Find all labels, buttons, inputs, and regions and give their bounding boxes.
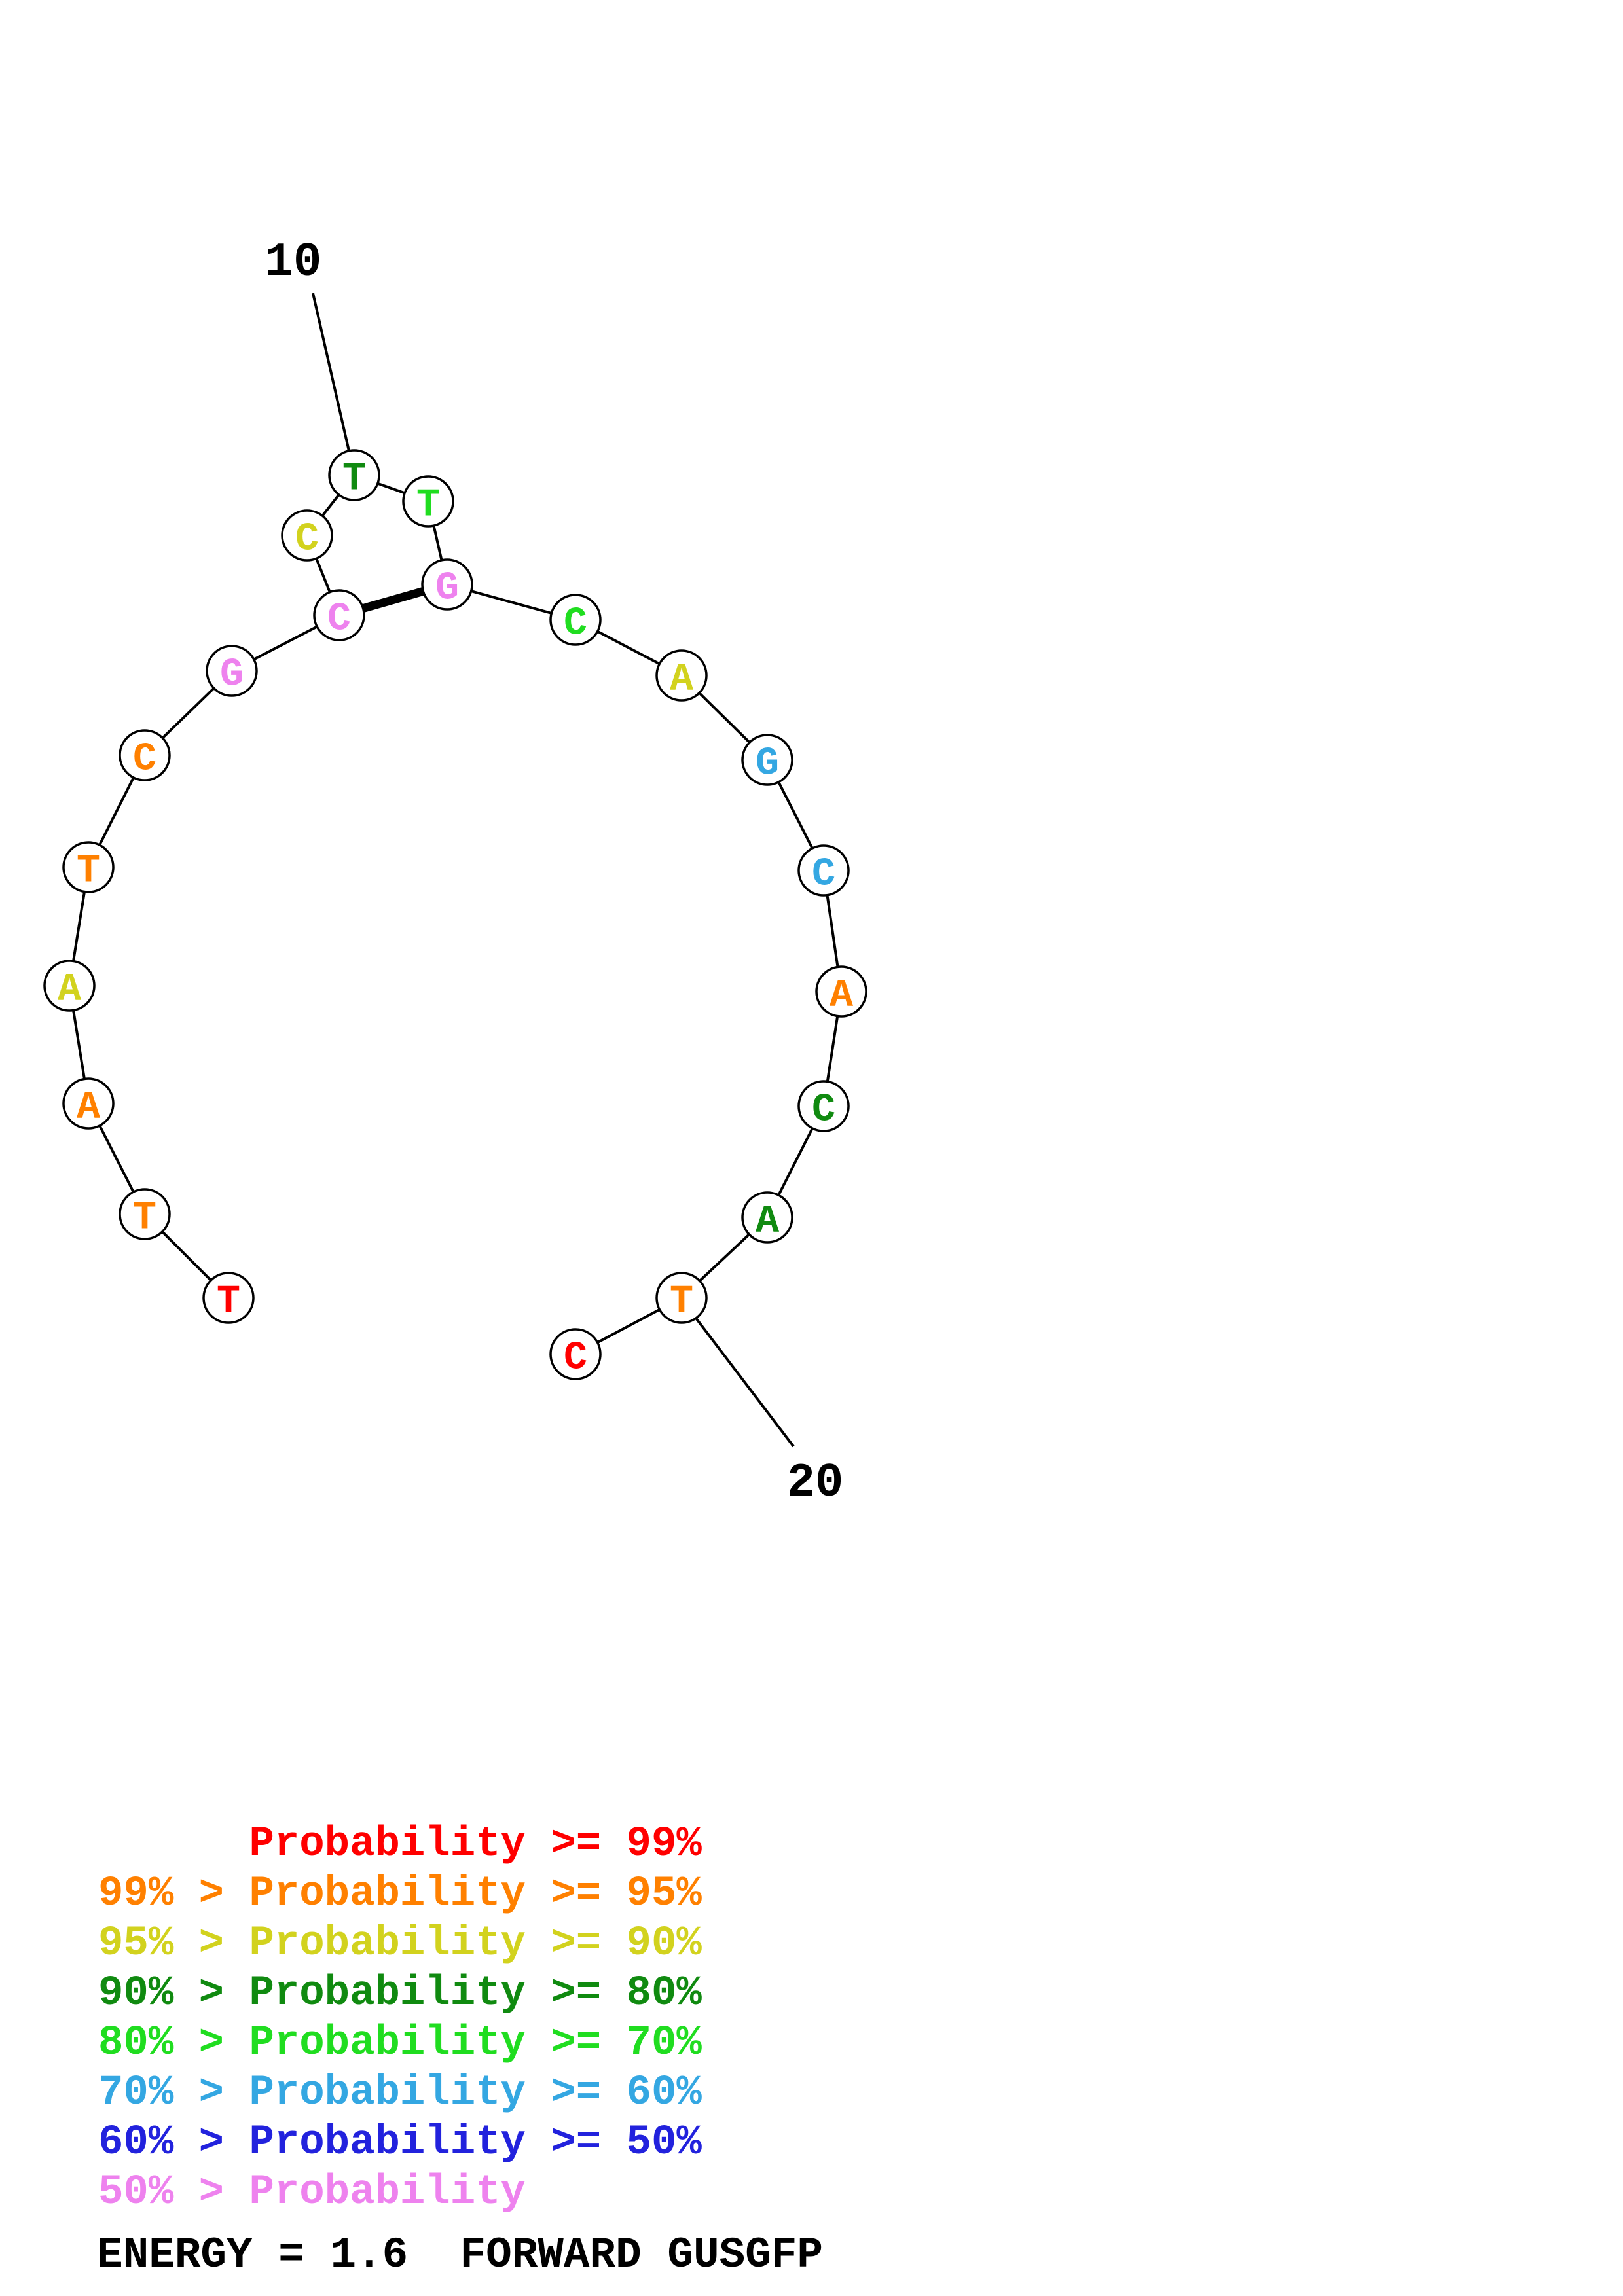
nucleotide-base-18: C <box>812 1088 835 1133</box>
nucleotide-base-3: A <box>77 1086 100 1130</box>
nucleotide-base-13: C <box>564 602 587 647</box>
label-pointer-line <box>695 1317 795 1448</box>
nucleotide-base-20: T <box>670 1280 693 1325</box>
legend-line: 60% > Probability >= 50% <box>98 2119 702 2166</box>
nucleotide-circle <box>43 960 96 1012</box>
nucleotide-base-8: C <box>327 598 351 642</box>
nucleotide-circle <box>313 589 365 641</box>
nucleotide-base-2: T <box>133 1196 156 1241</box>
legend-line: 99% > Probability >= 95% <box>98 1871 702 1918</box>
nucleotide-base-12: G <box>435 567 459 611</box>
nucleotide-circle <box>119 729 171 781</box>
nucleotide-base-21: C <box>564 1336 587 1381</box>
nucleotide-circle <box>62 841 115 893</box>
nucleotide-circle <box>281 509 333 562</box>
probability-legend: Probability >= 99% 99% > Probability >= 9… <box>98 1820 702 2217</box>
nucleotide-circle <box>328 449 380 501</box>
nucleotide-circle <box>815 965 867 1018</box>
nucleotide-circle <box>202 1272 255 1324</box>
nucleotide-circle <box>549 1328 602 1380</box>
legend-line: 90% > Probability >= 80% <box>98 1970 702 2017</box>
nucleotide-circle <box>797 1080 850 1132</box>
nucleotide-circle <box>741 734 793 786</box>
nucleotide-circle <box>119 1188 171 1240</box>
nucleotide-base-14: A <box>670 658 693 702</box>
legend-line: 70% > Probability >= 60% <box>98 2070 702 2117</box>
nucleotide-base-6: C <box>133 738 156 782</box>
nucleotide-base-5: T <box>77 850 100 894</box>
nucleotide-base-11: T <box>416 484 440 528</box>
legend-line: 50% > Probability <box>98 2169 526 2216</box>
legend-line: 95% > Probability >= 90% <box>98 1920 702 1967</box>
nucleotide-circle <box>549 594 602 646</box>
nucleotide-base-4: A <box>58 968 81 1013</box>
nucleotide-base-19: A <box>756 1200 779 1244</box>
legend-line: Probability >= 99% <box>98 1821 702 1868</box>
sequence-number-label: 20 <box>787 1456 843 1510</box>
label-pointer-line <box>312 293 350 452</box>
nucleotide-circle <box>206 645 258 697</box>
energy-line: ENERGY = 1.6 FORWARD GUSGFP <box>97 2231 823 2280</box>
legend-line: 80% > Probability >= 70% <box>98 2020 702 2067</box>
nucleotide-circle <box>421 558 473 611</box>
nucleotide-base-10: T <box>342 457 366 502</box>
nucleotide-base-16: C <box>812 853 835 897</box>
nucleotide-circle <box>741 1191 793 1244</box>
nucleotide-base-15: G <box>756 742 779 787</box>
nucleotide-circle <box>62 1077 115 1130</box>
nucleotide-base-7: G <box>220 653 244 698</box>
nucleotide-circle <box>655 649 708 702</box>
nucleotide-circle <box>402 475 454 528</box>
nucleotide-base-17: A <box>830 974 853 1018</box>
nucleotide-circle <box>655 1272 708 1324</box>
sequence-number-label: 10 <box>265 236 321 289</box>
nucleotide-base-9: C <box>295 518 319 562</box>
nucleotide-circle <box>797 844 850 897</box>
nucleotide-base-1: T <box>217 1280 240 1325</box>
